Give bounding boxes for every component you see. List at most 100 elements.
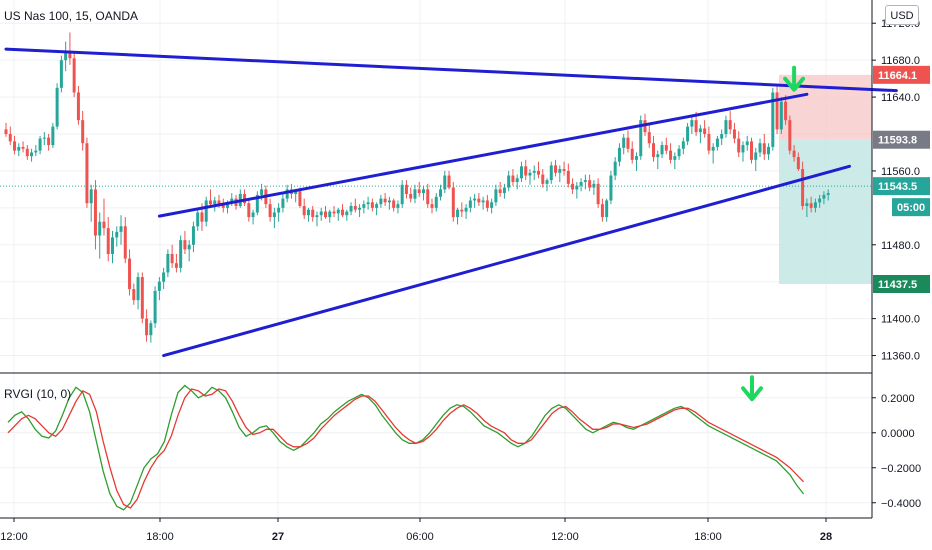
candle	[179, 235, 183, 273]
candle-body	[298, 191, 302, 206]
candle	[485, 194, 489, 212]
candle-body	[64, 50, 68, 61]
candle-body	[698, 128, 702, 133]
candle	[796, 152, 800, 171]
candle-body	[319, 211, 323, 216]
candle-body	[115, 231, 119, 238]
candle	[328, 209, 332, 223]
candle-body	[745, 141, 749, 146]
candle	[170, 244, 174, 268]
candle-body	[336, 209, 340, 214]
currency-button[interactable]: USD	[885, 5, 919, 25]
candle	[600, 198, 604, 222]
candle	[417, 182, 421, 197]
candle-body	[25, 148, 29, 157]
candle-body	[443, 175, 447, 190]
candle-body	[4, 129, 8, 134]
candle	[426, 183, 430, 208]
candle-body	[345, 211, 349, 216]
badge-bg	[873, 275, 930, 293]
rvgi-signal-arrow-icon	[741, 375, 763, 402]
candle-body	[532, 170, 536, 173]
candle-body	[38, 138, 42, 151]
candle	[332, 206, 336, 218]
badge-label: 11593.8	[878, 135, 917, 147]
candle-body	[724, 120, 728, 134]
oscillator-tick-label: −0.2000	[881, 463, 921, 475]
chart-title: US Nas 100, 15, OANDA	[4, 9, 138, 23]
candle-body	[306, 209, 310, 216]
candle	[72, 52, 76, 98]
candle	[818, 194, 822, 208]
candle	[345, 209, 349, 221]
x-tick-label: 06:00	[406, 531, 434, 543]
candle-body	[213, 200, 217, 205]
candle-body	[294, 191, 298, 194]
candle-body	[72, 58, 76, 93]
candle	[707, 126, 711, 155]
candle-body	[656, 154, 660, 158]
candle	[268, 198, 272, 222]
candle	[583, 174, 587, 190]
candle-body	[715, 138, 719, 147]
candle-body	[639, 120, 643, 157]
candle	[166, 249, 170, 278]
candle-body	[519, 166, 523, 179]
candle-body	[217, 200, 221, 206]
candle	[319, 207, 323, 221]
candle	[128, 249, 132, 296]
candle	[724, 115, 728, 138]
candle-body	[647, 132, 651, 144]
candle-body	[562, 169, 566, 171]
candle-body	[801, 169, 805, 206]
candle-body	[622, 137, 626, 148]
candle-body	[417, 189, 421, 194]
candle	[511, 169, 515, 186]
candle	[690, 115, 694, 134]
candle-body	[277, 207, 281, 213]
badge-label: 11664.1	[878, 70, 917, 82]
candle-body	[464, 207, 468, 212]
price-badge-target: 11437.5	[873, 275, 930, 293]
candle	[174, 254, 178, 273]
candle	[750, 137, 753, 164]
candle	[771, 87, 775, 151]
candle	[592, 180, 596, 195]
candle	[809, 196, 813, 213]
candle	[255, 191, 259, 216]
oscillator-tick-label: −0.4000	[881, 498, 921, 510]
candle-body	[826, 193, 830, 195]
y-tick-label: 11400.0	[881, 314, 920, 326]
candle	[324, 206, 327, 219]
candle	[51, 122, 55, 148]
trendline	[162, 164, 851, 358]
candle	[826, 189, 830, 201]
candle-body	[720, 134, 724, 139]
candle	[153, 286, 157, 328]
candle	[251, 209, 255, 225]
candle	[664, 137, 668, 155]
candle-body	[375, 204, 379, 208]
candle	[383, 193, 387, 206]
candle	[136, 272, 140, 310]
candle-body	[106, 228, 110, 254]
oscillator-series-line	[7, 384, 805, 511]
candle-body	[136, 277, 140, 301]
candle	[149, 320, 153, 343]
price-badge-countdown: 05:00	[892, 198, 930, 217]
candle-body	[123, 226, 127, 259]
candle-body	[157, 281, 161, 291]
candle	[42, 132, 46, 146]
candle-body	[170, 254, 174, 264]
candle-body	[818, 198, 822, 203]
candle-body	[613, 161, 617, 176]
candle	[421, 185, 425, 201]
candle	[468, 196, 472, 213]
candle-body	[605, 200, 609, 218]
candle-body	[140, 277, 144, 319]
candle-body	[439, 189, 443, 197]
candle	[656, 150, 660, 170]
candle	[55, 83, 59, 130]
candle	[626, 130, 630, 153]
candle	[358, 204, 362, 218]
